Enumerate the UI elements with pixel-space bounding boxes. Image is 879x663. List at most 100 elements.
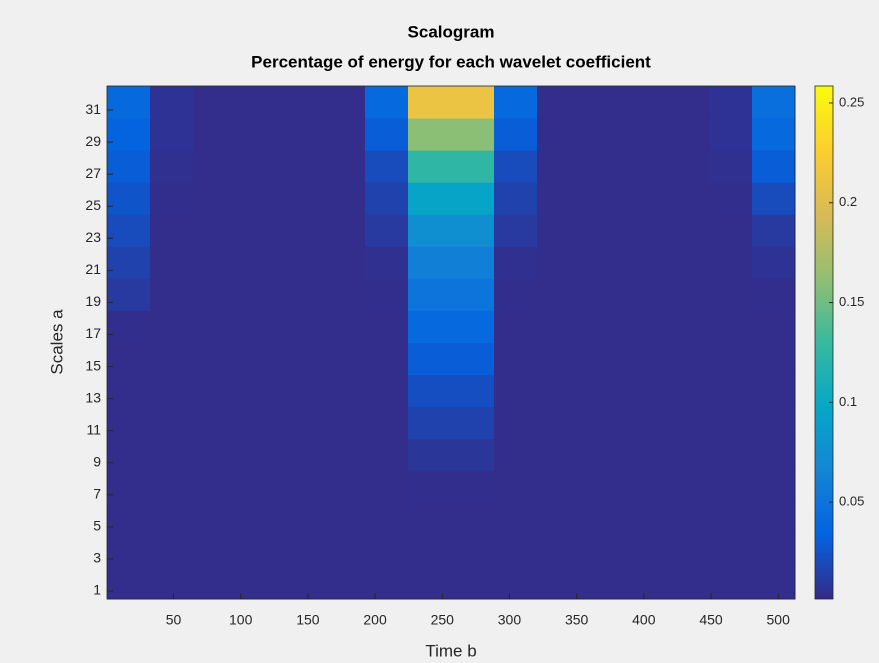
- heatmap-cell: [623, 246, 667, 279]
- heatmap-cell: [623, 438, 667, 472]
- heatmap-cell: [365, 278, 409, 311]
- heatmap-cell: [451, 470, 495, 504]
- heatmap-cell: [666, 438, 710, 472]
- heatmap-cell: [623, 86, 667, 119]
- heatmap-cell: [709, 406, 753, 440]
- heatmap-cell: [193, 374, 237, 408]
- y-tick-label: 25: [85, 197, 101, 213]
- y-tick-label: 1: [93, 582, 101, 598]
- heatmap-cell: [623, 182, 667, 215]
- heatmap-cell: [752, 310, 796, 343]
- x-tick-label: 300: [498, 612, 522, 628]
- heatmap-cell: [580, 278, 624, 311]
- heatmap-cell: [666, 182, 710, 215]
- heatmap-cell: [709, 86, 753, 119]
- x-tick-label: 200: [363, 612, 387, 628]
- y-tick-label: 21: [85, 261, 101, 277]
- heatmap-cell: [107, 246, 151, 279]
- heatmap-cell: [666, 406, 710, 440]
- heatmap-cell: [537, 534, 581, 568]
- heatmap-cell: [451, 86, 495, 119]
- heatmap-cell: [752, 246, 796, 279]
- heatmap-cell: [623, 310, 667, 343]
- heatmap-cell: [279, 438, 323, 472]
- heatmap-cell: [580, 406, 624, 440]
- heatmap-cell: [365, 310, 409, 343]
- heatmap-cell: [752, 566, 796, 600]
- heatmap-cell: [623, 214, 667, 247]
- heatmap-cell: [193, 534, 237, 568]
- heatmap-cell: [494, 278, 538, 311]
- heatmap-cell: [752, 278, 796, 311]
- heatmap-cell: [709, 374, 753, 408]
- y-tick-label: 15: [85, 357, 101, 373]
- heatmap-cell: [752, 534, 796, 568]
- heatmap-cell: [193, 438, 237, 472]
- heatmap-cell: [107, 406, 151, 440]
- heatmap-cell: [150, 566, 194, 600]
- heatmap-cell: [279, 118, 323, 151]
- heatmap-cell: [322, 502, 366, 536]
- y-tick-label: 11: [86, 421, 101, 437]
- heatmap-cell: [451, 214, 495, 247]
- heatmap-cell: [236, 118, 280, 151]
- y-tick-label: 7: [93, 486, 101, 502]
- heatmap-cell: [752, 150, 796, 183]
- heatmap-cell: [580, 150, 624, 183]
- heatmap-cell: [408, 534, 452, 568]
- heatmap-cell: [193, 342, 237, 376]
- heatmap-cell: [494, 566, 538, 600]
- heatmap-cell: [365, 86, 409, 119]
- heatmap-cell: [150, 534, 194, 568]
- heatmap-cell: [537, 214, 581, 247]
- heatmap-cell: [537, 246, 581, 279]
- heatmap-cell: [107, 502, 151, 536]
- heatmap-cell: [236, 310, 280, 343]
- heatmap-cell: [365, 214, 409, 247]
- heatmap-cell: [107, 534, 151, 568]
- heatmap-cell: [408, 470, 452, 504]
- heatmap-cell: [279, 150, 323, 183]
- heatmap-cell: [709, 502, 753, 536]
- heatmap-cell: [709, 566, 753, 600]
- x-tick-label: 450: [699, 612, 723, 628]
- heatmap-cell: [322, 278, 366, 311]
- heatmap-cell: [107, 278, 151, 311]
- heatmap-cell: [236, 246, 280, 279]
- heatmap-cell: [279, 182, 323, 215]
- heatmap-cell: [451, 310, 495, 343]
- heatmap-cell: [236, 406, 280, 440]
- heatmap-cell: [709, 534, 753, 568]
- heatmap-cell: [150, 86, 194, 119]
- heatmap-cell: [236, 214, 280, 247]
- heatmap-cell: [193, 214, 237, 247]
- heatmap-cell: [451, 118, 495, 151]
- heatmap-cell: [279, 534, 323, 568]
- heatmap-cell: [107, 470, 151, 504]
- heatmap-cell: [107, 150, 151, 183]
- heatmap-cell: [537, 310, 581, 343]
- heatmap-cell: [494, 534, 538, 568]
- heatmap-cell: [709, 278, 753, 311]
- x-tick-label: 350: [565, 612, 589, 628]
- heatmap-cell: [408, 86, 452, 119]
- heatmap-cell: [322, 214, 366, 247]
- heatmap-cell: [322, 182, 366, 215]
- heatmap-cell: [408, 406, 452, 440]
- heatmap-cell: [150, 150, 194, 183]
- heatmap-cell: [107, 374, 151, 408]
- heatmap-cell: [580, 374, 624, 408]
- y-tick-label: 29: [85, 133, 101, 149]
- heatmap-cell: [537, 118, 581, 151]
- heatmap-cell: [322, 86, 366, 119]
- heatmap-cell: [494, 86, 538, 119]
- y-tick-label: 9: [93, 453, 101, 469]
- heatmap-cell: [494, 470, 538, 504]
- heatmap-cell: [408, 342, 452, 376]
- y-tick-label: 27: [85, 165, 101, 181]
- colorbar: [814, 85, 834, 600]
- heatmap-cell: [279, 374, 323, 408]
- heatmap-cell: [365, 118, 409, 151]
- heatmap-cell: [580, 470, 624, 504]
